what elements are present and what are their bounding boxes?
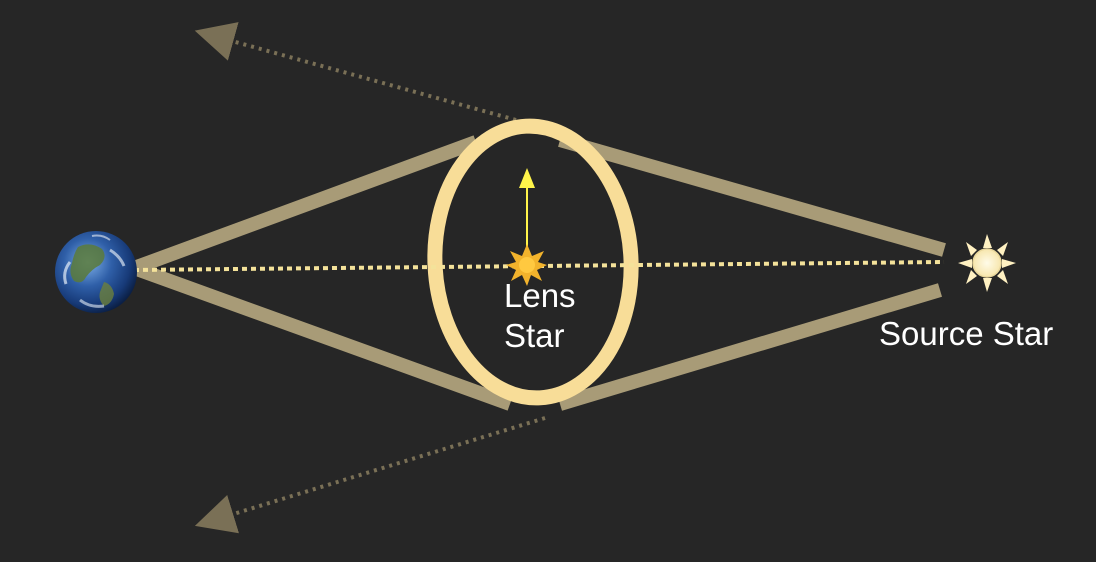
earth-icon [55, 231, 137, 313]
light-path-upper-right [558, 133, 946, 257]
source-star-label: Source Star [879, 315, 1054, 352]
lens-star-icon [506, 244, 547, 286]
apparent-ray-upper [194, 22, 517, 122]
apparent-ray-lower [194, 416, 546, 534]
light-path-upper-left [131, 135, 479, 275]
lens-star-label-line1: Lens [504, 277, 576, 314]
lens-star-label: Lens Star [504, 276, 584, 356]
lens-star-label-line2: Star [504, 317, 565, 354]
light-path-lower-right [557, 283, 943, 411]
light-path-lower-left [131, 261, 513, 411]
sun-icon [958, 234, 1016, 292]
